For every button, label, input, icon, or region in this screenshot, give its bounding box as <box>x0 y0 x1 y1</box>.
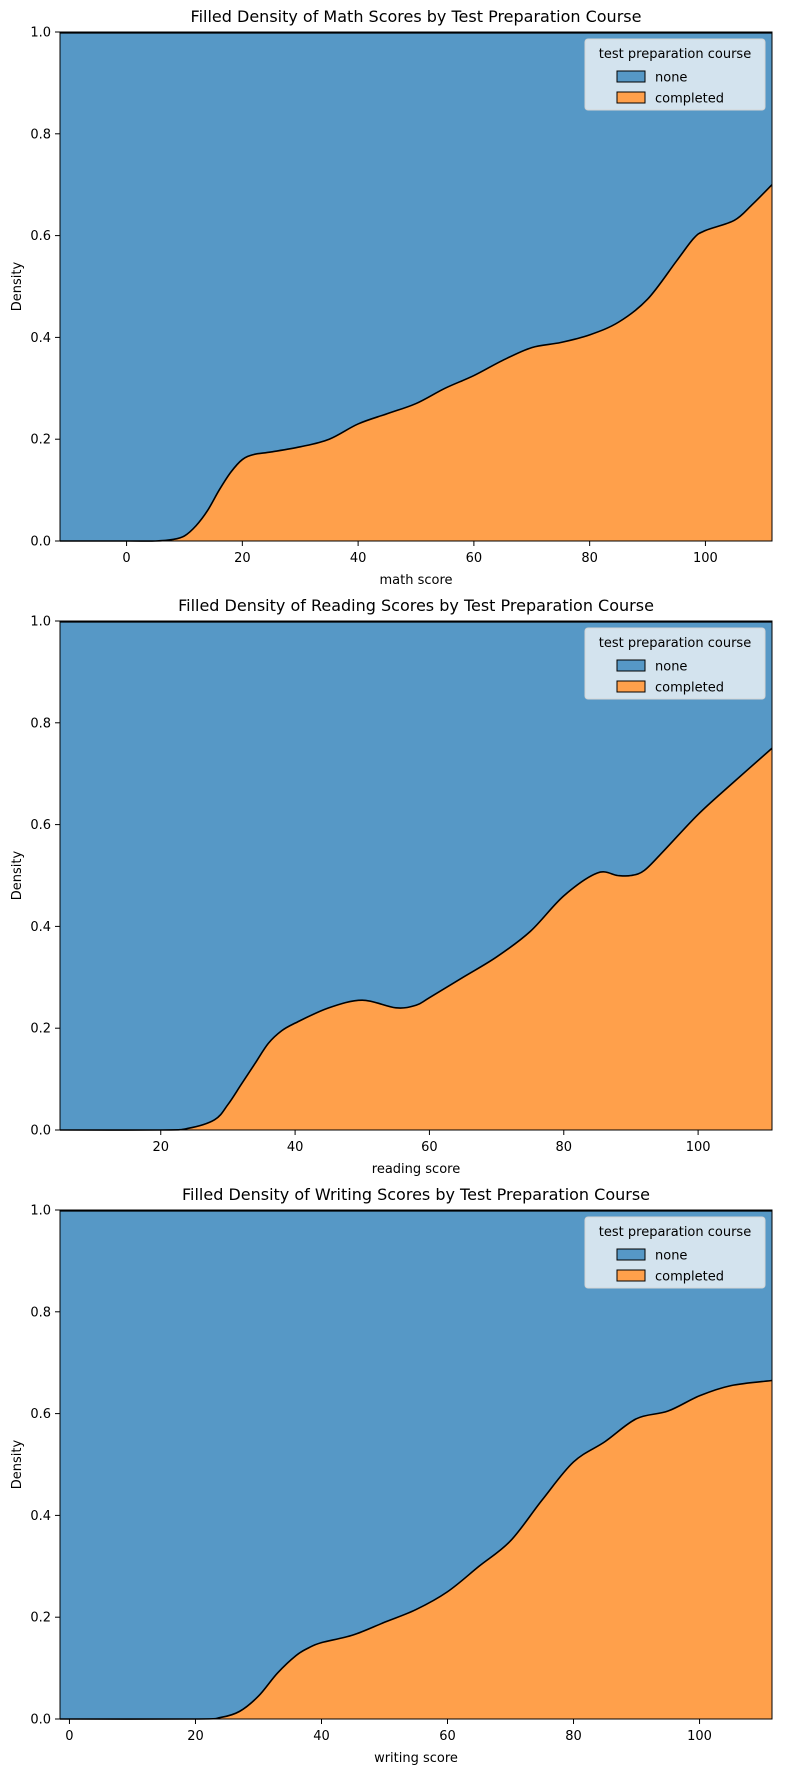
x-tick-label: 0 <box>122 551 130 566</box>
legend-label: none <box>655 71 687 86</box>
legend-title: test preparation course <box>599 636 751 651</box>
y-axis-label: Density <box>10 850 25 900</box>
boundary-line-3 <box>59 1379 773 1720</box>
y-tick-label: 0.6 <box>30 1407 51 1422</box>
chart-panel-3: 0.0 0.2 0.4 0.6 0.8 1.0 0 20 40 60 80 100 Filled Den… <box>10 1185 773 1766</box>
y-tick-label: 0.2 <box>30 433 51 448</box>
area-completed-1 <box>60 184 772 542</box>
boundary-line-2 <box>59 747 773 1131</box>
y-tick-label: 0.2 <box>30 1611 51 1626</box>
y-tick-label: 1.0 <box>30 26 51 41</box>
y-tick-label: 0.6 <box>30 818 51 833</box>
chart-title: Filled Density of Math Scores by Test Pr… <box>191 7 642 26</box>
chart-panel-2: 0.0 0.2 0.4 0.6 0.8 1.0 20 40 60 80 100 Filled Dens… <box>10 596 773 1177</box>
x-tick-label: 100 <box>686 1140 711 1155</box>
x-tick-label: 40 <box>287 1140 304 1155</box>
legend-3: test preparation course none completed <box>584 1216 766 1289</box>
legend-swatch-completed <box>616 1269 646 1282</box>
plot-frame-1 <box>59 31 773 542</box>
y-axis-label: Density <box>10 261 25 311</box>
y-axis-label: Density <box>10 1439 25 1489</box>
legend-swatch-completed <box>616 680 646 693</box>
y-tick-label: 0.6 <box>30 229 51 244</box>
chart-title: Filled Density of Reading Scores by Test… <box>178 596 654 615</box>
x-tick-label: 80 <box>581 551 598 566</box>
legend-label: completed <box>655 681 724 696</box>
y-tick-label: 1.0 <box>30 615 51 630</box>
area-completed-3 <box>60 1380 772 1720</box>
x-tick-label: 60 <box>466 551 483 566</box>
y-tick-label: 0.8 <box>30 716 51 731</box>
legend-label: completed <box>655 92 724 107</box>
y-tick-label: 0.0 <box>30 1713 51 1728</box>
legend-swatch-none <box>616 659 646 672</box>
y-tick-label: 0.8 <box>30 127 51 142</box>
legend-swatch-completed <box>616 91 646 104</box>
legend-1: test preparation course none completed <box>584 38 766 111</box>
chart-title: Filled Density of Writing Scores by Test… <box>182 1185 650 1204</box>
legend-2: test preparation course none completed <box>584 627 766 700</box>
legend-label: none <box>655 660 687 675</box>
plot-frame-2 <box>59 620 773 1131</box>
y-tick-label: 0.4 <box>30 920 51 935</box>
chart-panel-1: 0.0 0.2 0.4 0.6 0.8 1.0 0 20 40 60 80 100 Filled Den… <box>10 7 773 588</box>
x-tick-label: 100 <box>687 1729 712 1744</box>
legend-swatch-none <box>616 1248 646 1261</box>
y-tick-label: 0.0 <box>30 535 51 550</box>
x-tick-label: 20 <box>152 1140 169 1155</box>
x-tick-label: 20 <box>234 551 251 566</box>
x-tick-label: 80 <box>565 1729 582 1744</box>
x-tick-label: 40 <box>313 1729 330 1744</box>
x-axis-label: reading score <box>372 1162 460 1177</box>
legend-title: test preparation course <box>599 47 751 62</box>
legend-swatch-none <box>616 70 646 83</box>
legend-label: completed <box>655 1270 724 1285</box>
y-tick-label: 0.4 <box>30 331 51 346</box>
plot-frame-3 <box>59 1209 773 1720</box>
x-tick-label: 60 <box>439 1729 456 1744</box>
y-tick-label: 1.0 <box>30 1204 51 1219</box>
x-tick-label: 60 <box>421 1140 438 1155</box>
x-tick-label: 80 <box>556 1140 573 1155</box>
x-axis-label: writing score <box>374 1751 458 1766</box>
legend-title: test preparation course <box>599 1225 751 1240</box>
x-tick-label: 0 <box>65 1729 73 1744</box>
x-tick-label: 100 <box>693 551 718 566</box>
x-tick-label: 20 <box>187 1729 204 1744</box>
y-tick-label: 0.0 <box>30 1124 51 1139</box>
boundary-line-1 <box>59 184 773 542</box>
y-tick-label: 0.2 <box>30 1022 51 1037</box>
y-tick-label: 0.4 <box>30 1509 51 1524</box>
area-completed-2 <box>60 748 772 1131</box>
x-axis-label: math score <box>379 573 452 588</box>
x-tick-label: 40 <box>350 551 367 566</box>
y-tick-label: 0.8 <box>30 1305 51 1320</box>
legend-label: none <box>655 1249 687 1264</box>
